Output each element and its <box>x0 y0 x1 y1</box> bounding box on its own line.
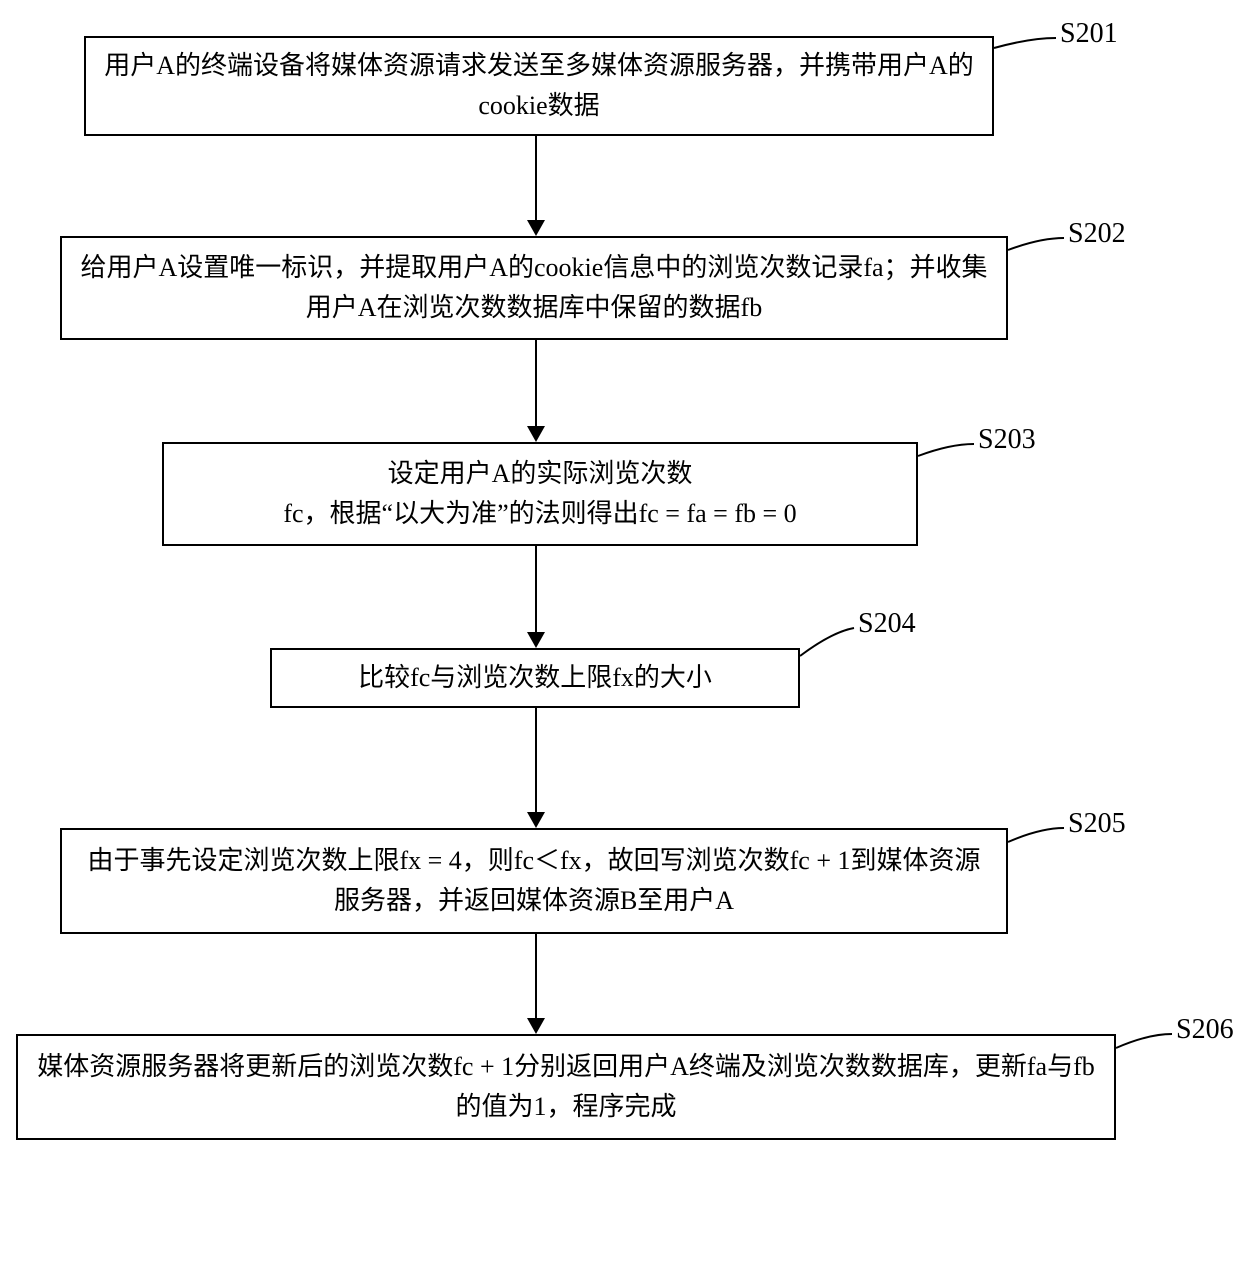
flow-node-text: 设定用户A的实际浏览次数 fc，根据“以大为准”的法则得出fc = fa = f… <box>283 454 796 535</box>
flow-arrow <box>525 340 547 442</box>
flowchart-canvas: 用户A的终端设备将媒体资源请求发送至多媒体资源服务器，并携带用户A的cookie… <box>0 0 1240 1281</box>
flow-arrow <box>525 934 547 1034</box>
flow-node-text: 比较fc与浏览次数上限fx的大小 <box>358 658 712 698</box>
step-label-s201: S201 <box>1060 18 1118 50</box>
flow-node-text: 由于事先设定浏览次数上限fx = 4，则fc＜fx，故回写浏览次数fc + 1到… <box>78 841 990 922</box>
flow-node-text: 给用户A设置唯一标识，并提取用户A的cookie信息中的浏览次数记录fa；并收集… <box>78 248 990 329</box>
flow-node-s202: 给用户A设置唯一标识，并提取用户A的cookie信息中的浏览次数记录fa；并收集… <box>60 236 1008 340</box>
leader-line <box>796 624 858 660</box>
leader-line <box>1004 824 1068 846</box>
leader-line <box>990 34 1060 52</box>
flow-node-s206: 媒体资源服务器将更新后的浏览次数fc + 1分别返回用户A终端及浏览次数数据库，… <box>16 1034 1116 1140</box>
flow-arrow <box>525 708 547 828</box>
flow-node-s203: 设定用户A的实际浏览次数 fc，根据“以大为准”的法则得出fc = fa = f… <box>162 442 918 546</box>
step-label-s202: S202 <box>1068 218 1126 250</box>
flow-node-text: 用户A的终端设备将媒体资源请求发送至多媒体资源服务器，并携带用户A的cookie… <box>102 46 976 127</box>
step-label-s205: S205 <box>1068 808 1126 840</box>
flow-node-s201: 用户A的终端设备将媒体资源请求发送至多媒体资源服务器，并携带用户A的cookie… <box>84 36 994 136</box>
leader-line <box>914 440 978 460</box>
leader-line <box>1004 234 1068 254</box>
step-label-s204: S204 <box>858 608 916 640</box>
flow-node-s205: 由于事先设定浏览次数上限fx = 4，则fc＜fx，故回写浏览次数fc + 1到… <box>60 828 1008 934</box>
flow-node-s204: 比较fc与浏览次数上限fx的大小 <box>270 648 800 708</box>
flow-node-text: 媒体资源服务器将更新后的浏览次数fc + 1分别返回用户A终端及浏览次数数据库，… <box>34 1047 1098 1128</box>
flow-arrow <box>525 546 547 648</box>
step-label-s203: S203 <box>978 424 1036 456</box>
leader-line <box>1112 1030 1176 1052</box>
flow-arrow <box>525 136 547 236</box>
step-label-s206: S206 <box>1176 1014 1234 1046</box>
